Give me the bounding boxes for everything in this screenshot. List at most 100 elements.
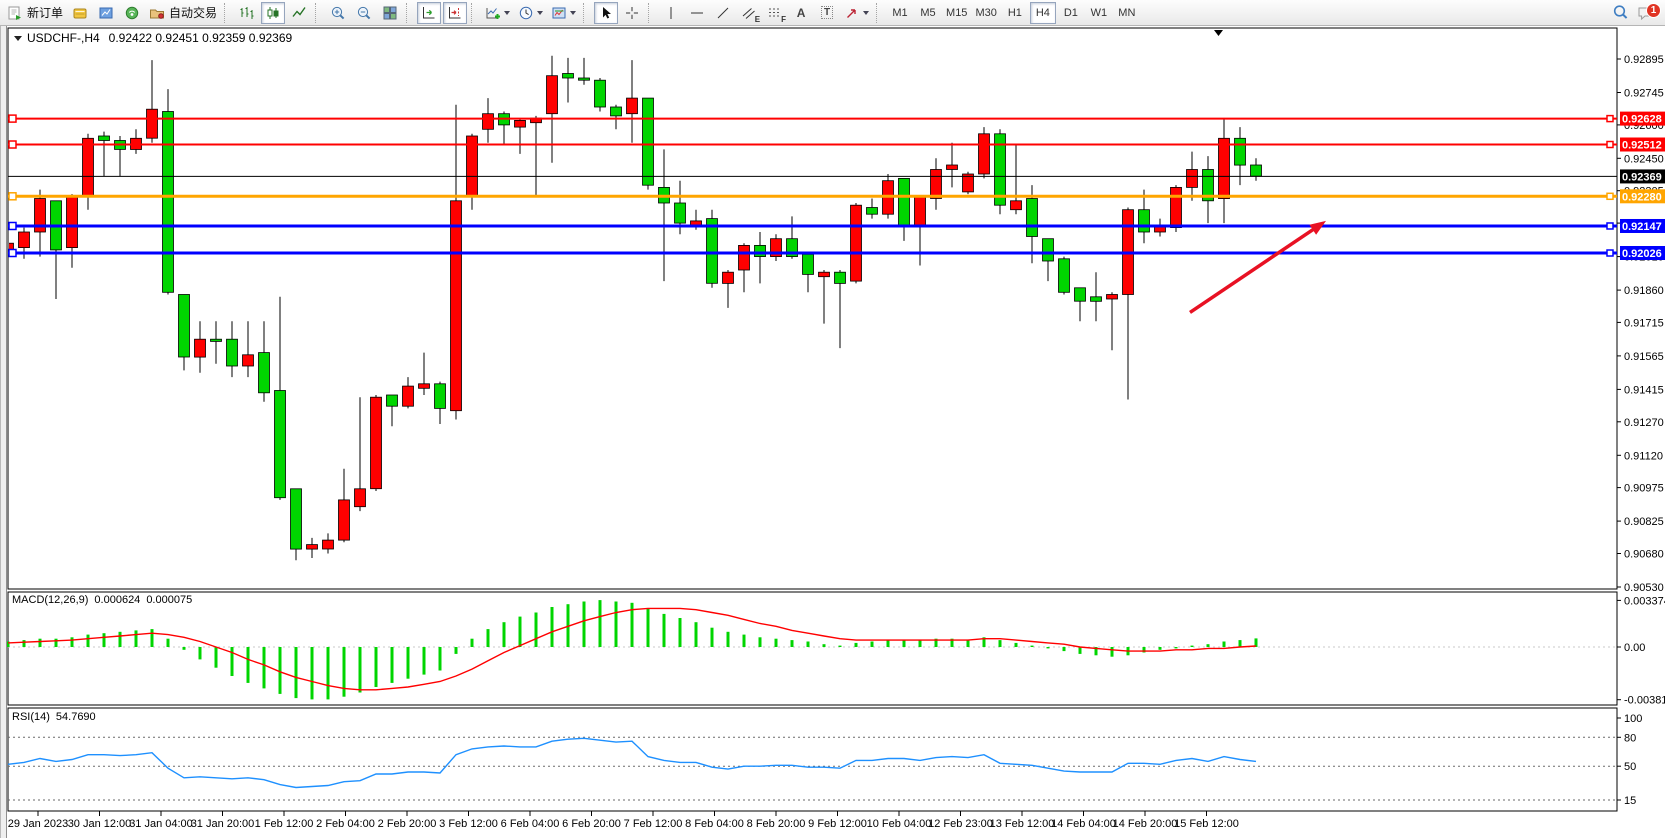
time-tick-label: 6 Feb 04:00 [501, 818, 560, 830]
macd-bar [294, 647, 298, 699]
trend-arrow[interactable] [1189, 220, 1326, 314]
horizontal-level-line[interactable]: 0.92147 [8, 218, 1665, 233]
timeframe-button-MN[interactable]: MN [1118, 6, 1136, 19]
templates-button[interactable] [548, 2, 579, 24]
auto-scroll-button[interactable] [417, 1, 442, 24]
auto-trading-icon [150, 9, 165, 19]
bear-candle [434, 383, 446, 409]
auto-trading-button[interactable]: 自动交易 [146, 2, 220, 24]
chevron-down-icon[interactable] [504, 10, 511, 15]
macd-signal-line [7, 607, 1257, 691]
timeframe-button-D1[interactable]: D1 [1063, 6, 1078, 19]
macd-bar [630, 602, 634, 647]
insert-indicator-button[interactable] [482, 2, 513, 24]
search-button[interactable] [1608, 2, 1632, 24]
macd-bar [502, 622, 506, 647]
chart-bars-button[interactable] [235, 2, 259, 24]
macd-bar [550, 607, 554, 647]
macd-bar [710, 627, 714, 647]
market-watch-button[interactable] [68, 2, 92, 24]
text-button[interactable]: A [789, 2, 813, 24]
price-level-badge [1620, 246, 1665, 261]
macd-bar [598, 600, 602, 647]
timeframe-button-M5[interactable]: M5 [920, 6, 936, 19]
chart-candles-button[interactable] [261, 1, 286, 24]
bear-candle [210, 338, 222, 342]
chart-title: USDCHF-,H4 0.92422 0.92451 0.92359 0.9236… [14, 31, 292, 45]
timeframe-button-M1[interactable]: M1 [892, 6, 908, 19]
text-label-button[interactable]: T [815, 2, 839, 24]
new-order-button[interactable]: 新订单 [4, 2, 66, 24]
chevron-down-icon[interactable] [537, 10, 544, 15]
toolbar: 新订单 自动交易 [0, 0, 1665, 26]
macd-bar [406, 647, 410, 679]
text-label-letter: T [820, 6, 834, 19]
fibonacci-button[interactable]: F [763, 2, 787, 24]
signals-button[interactable] [120, 2, 144, 24]
horizontal-line-button[interactable] [685, 2, 709, 24]
window-left-frame [0, 26, 7, 838]
chart-shift-button[interactable] [443, 1, 468, 24]
equidistant-channel-button[interactable]: E [737, 2, 761, 24]
bull-candle [770, 238, 782, 257]
toolbar-separator [876, 2, 883, 23]
zoom-out-button[interactable] [352, 2, 376, 24]
macd-bar [54, 638, 58, 647]
tile-windows-icon [383, 6, 397, 19]
time-tick-label: 29 Jan 2023 [8, 818, 69, 830]
new-order-label: 新订单 [27, 6, 64, 20]
symbol-dropdown-icon[interactable] [14, 36, 22, 42]
periods-button[interactable] [515, 2, 546, 24]
main-chart-panel[interactable] [7, 27, 1618, 590]
notifications-button[interactable]: 1 [1634, 2, 1661, 24]
horizontal-level-line[interactable]: 0.92512 [8, 137, 1665, 152]
timeframe-button-H1[interactable]: H1 [1007, 6, 1022, 19]
time-tick-label: 7 Feb 12:00 [624, 818, 683, 830]
timeframe-button-M15[interactable]: M15 [946, 6, 968, 19]
toolbar-separator [406, 2, 413, 23]
timeframe-button-H4[interactable]: H4 [1029, 1, 1056, 24]
chevron-down-icon[interactable] [570, 10, 577, 15]
rsi-value: 54.7690 [55, 711, 96, 723]
bull-candle [1186, 169, 1198, 188]
tile-windows-button[interactable] [378, 2, 402, 24]
bear-candle [754, 244, 766, 257]
arrows-tool-button[interactable] [841, 2, 872, 24]
price-level-badge [1620, 189, 1665, 204]
toolbar-separator [224, 2, 231, 23]
macd-bar [1110, 647, 1114, 657]
horizontal-level-line[interactable]: 0.92280 [8, 189, 1665, 204]
market-watch-icon [73, 8, 87, 18]
macd-bar [1014, 642, 1018, 647]
horizontal-level-line[interactable]: 0.92628 [8, 111, 1665, 126]
macd-panel[interactable] [7, 591, 1618, 706]
crosshair-button[interactable] [620, 2, 644, 24]
macd-bar [806, 641, 810, 647]
horizontal-line-icon [691, 12, 704, 13]
zoom-in-button[interactable] [326, 2, 350, 24]
chart-shift-marker-icon[interactable] [1214, 30, 1223, 36]
vertical-line-button[interactable] [659, 2, 683, 24]
cursor-button[interactable] [594, 1, 619, 24]
bear-candle [866, 207, 878, 215]
macd-bar [790, 640, 794, 647]
timeframe-button-W1[interactable]: W1 [1090, 6, 1108, 19]
chevron-down-icon[interactable] [863, 10, 870, 15]
bear-candle [642, 97, 654, 186]
macd-indicator-label: MACD(12,26,9) 0.000624 0.000075 [12, 594, 198, 606]
macd-bar [246, 647, 250, 683]
bars-chart-icon [240, 6, 254, 19]
fibonacci-letter: F [781, 14, 787, 24]
bear-candle [98, 135, 110, 141]
bull-candle [482, 113, 494, 130]
terminal-button[interactable] [94, 2, 118, 24]
rsi-panel[interactable] [7, 707, 1618, 812]
current-price-badge [1620, 169, 1665, 184]
price-tick-label: 0.91860 [1624, 285, 1664, 297]
macd-bar [214, 647, 218, 668]
timeframe-button-M30[interactable]: M30 [975, 6, 997, 19]
chart-line-button[interactable] [287, 2, 311, 24]
horizontal-level-line[interactable]: 0.92026 [8, 246, 1665, 261]
trendline-button[interactable] [711, 2, 735, 24]
